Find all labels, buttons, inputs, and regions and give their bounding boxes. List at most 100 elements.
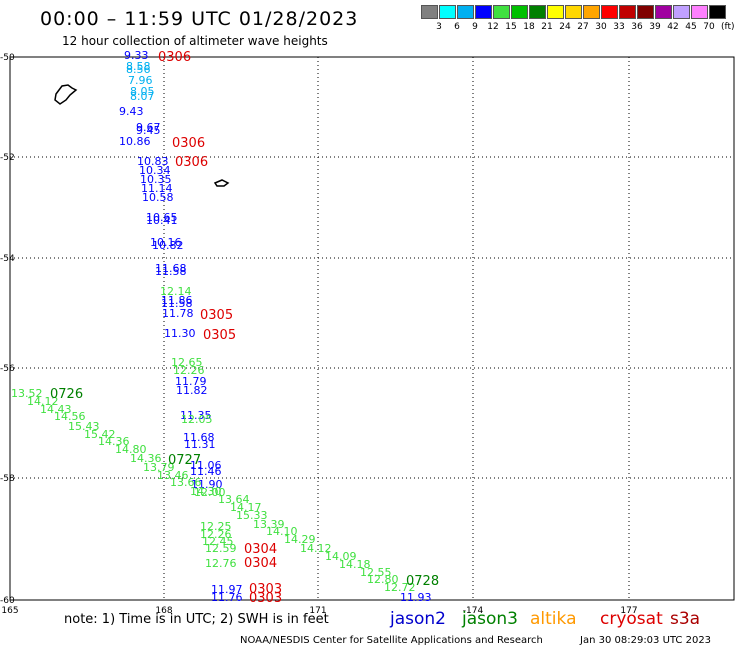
satellite-legend-s3a: s3a <box>670 609 701 629</box>
track-time-label: 0306 <box>175 155 208 170</box>
page-subtitle: 12 hour collection of altimeter wave hei… <box>62 34 328 48</box>
legend-swatch <box>619 5 636 19</box>
legend-label: 18 <box>523 22 535 32</box>
swh-value: 15.43 <box>68 420 100 433</box>
legend-swatch <box>511 5 528 19</box>
swh-value: 11.82 <box>176 384 208 397</box>
legend-swatch <box>673 5 690 19</box>
lon-tick-label: 168 <box>155 606 172 616</box>
swh-value: 13.39 <box>253 518 285 531</box>
swh-value: 14.29 <box>284 533 316 546</box>
legend-swatch <box>655 5 672 19</box>
legend-swatch <box>529 5 546 19</box>
swh-value: 9.43 <box>119 105 144 118</box>
swh-value: 14.36 <box>130 452 162 465</box>
swh-value: 10.58 <box>142 191 174 204</box>
legend-label: 6 <box>454 22 460 32</box>
swh-value: 12.05 <box>181 413 213 426</box>
swh-value: 12.45 <box>202 535 234 548</box>
legend-swatch <box>421 5 438 19</box>
lat-tick-label: -54 <box>0 254 15 264</box>
swh-value: 7.96 <box>128 74 153 87</box>
swh-value: 11.58 <box>161 297 193 310</box>
swh-value: 15.33 <box>236 509 268 522</box>
swh-value: 11.90 <box>191 478 223 491</box>
swh-value: 11.46 <box>190 465 222 478</box>
swh-value: 10.65 <box>146 211 178 224</box>
swh-value: 12.59 <box>205 542 237 555</box>
swh-value: 11.30 <box>164 327 196 340</box>
legend-label: 42 <box>667 22 679 32</box>
legend-swatch <box>439 5 456 19</box>
track-time-label: 0728 <box>406 574 439 589</box>
satellite-legend-cryosat: cryosat <box>600 609 663 629</box>
swh-value: 10.82 <box>152 239 184 252</box>
swh-value: 11.79 <box>175 375 207 388</box>
swh-value: 12.25 <box>200 520 232 533</box>
track-time-label: 0305 <box>200 308 233 323</box>
swh-value: 13.64 <box>218 493 250 506</box>
swh-value: 11.97 <box>211 583 243 596</box>
legend-swatch <box>709 5 726 19</box>
swh-value: 8.56 <box>126 63 151 76</box>
legend-label: 9 <box>472 22 478 32</box>
swh-value: 14.12 <box>27 395 59 408</box>
swh-value: 8.58 <box>126 60 151 73</box>
swh-value: 12.00 <box>194 486 226 499</box>
swh-value: 10.41 <box>146 214 178 227</box>
legend-label: 30 <box>595 22 607 32</box>
track-time-label: 0305 <box>203 328 236 343</box>
satellite-legend-jason3: jason3 <box>462 609 518 629</box>
swh-value: 14.43 <box>40 403 72 416</box>
track-time-label: 0726 <box>50 387 83 402</box>
page-title: 00:00 – 11:59 UTC 01/28/2023 <box>40 8 359 30</box>
swh-value: 11.31 <box>184 438 216 451</box>
legend-label: 15 <box>505 22 517 32</box>
swh-value: 15.42 <box>84 428 116 441</box>
lon-tick-label: 177 <box>620 606 637 616</box>
swh-value: 11.68 <box>183 431 215 444</box>
track-time-label: 0303 <box>249 582 282 597</box>
lat-tick-label: -60 <box>0 596 15 606</box>
swh-value: 8.07 <box>130 90 155 103</box>
track-time-label: 0303 <box>249 591 282 606</box>
track-time-label: 0306 <box>158 50 191 65</box>
footer-credit: NOAA/NESDIS Center for Satellite Applica… <box>240 635 543 646</box>
swh-value: 10.34 <box>139 164 171 177</box>
swh-value: 12.26 <box>200 528 232 541</box>
swh-value: 12.80 <box>367 573 399 586</box>
swh-value: 10.35 <box>140 173 172 186</box>
swh-value: 12.76 <box>205 557 237 570</box>
legend-label: 45 <box>685 22 697 32</box>
legend-swatch <box>493 5 510 19</box>
legend-label: 24 <box>559 22 571 32</box>
swh-value: 11.93 <box>400 591 432 604</box>
legend-swatch <box>475 5 492 19</box>
legend-label: 3 <box>436 22 442 32</box>
legend-swatch <box>691 5 708 19</box>
swh-value: 14.12 <box>300 542 332 555</box>
swh-value: 14.09 <box>325 550 357 563</box>
swh-value: 12.55 <box>360 566 392 579</box>
swh-value: 12.14 <box>160 285 192 298</box>
track-time-label: 0306 <box>172 136 205 151</box>
satellite-legend-altika: altika <box>530 609 577 629</box>
swh-value: 14.36 <box>98 435 130 448</box>
swh-value: 12.72 <box>384 581 416 594</box>
swh-value: 12.65 <box>171 356 203 369</box>
legend-label: 36 <box>631 22 643 32</box>
swh-value: 14.10 <box>266 525 298 538</box>
swh-value: 11.68 <box>155 262 187 275</box>
swh-value: 9.33 <box>124 49 149 62</box>
lat-tick-label: -52 <box>0 153 15 163</box>
swh-value: 11.76 <box>211 591 243 604</box>
swh-value: 9.45 <box>136 124 161 137</box>
swh-value: 11.86 <box>161 294 193 307</box>
swh-value: 8.05 <box>130 85 155 98</box>
swh-value: 10.16 <box>150 236 182 249</box>
legend-swatch <box>565 5 582 19</box>
swh-value: 11.06 <box>190 459 222 472</box>
legend-swatch <box>601 5 618 19</box>
footer-note: note: 1) Time is in UTC; 2) SWH is in fe… <box>64 612 329 627</box>
